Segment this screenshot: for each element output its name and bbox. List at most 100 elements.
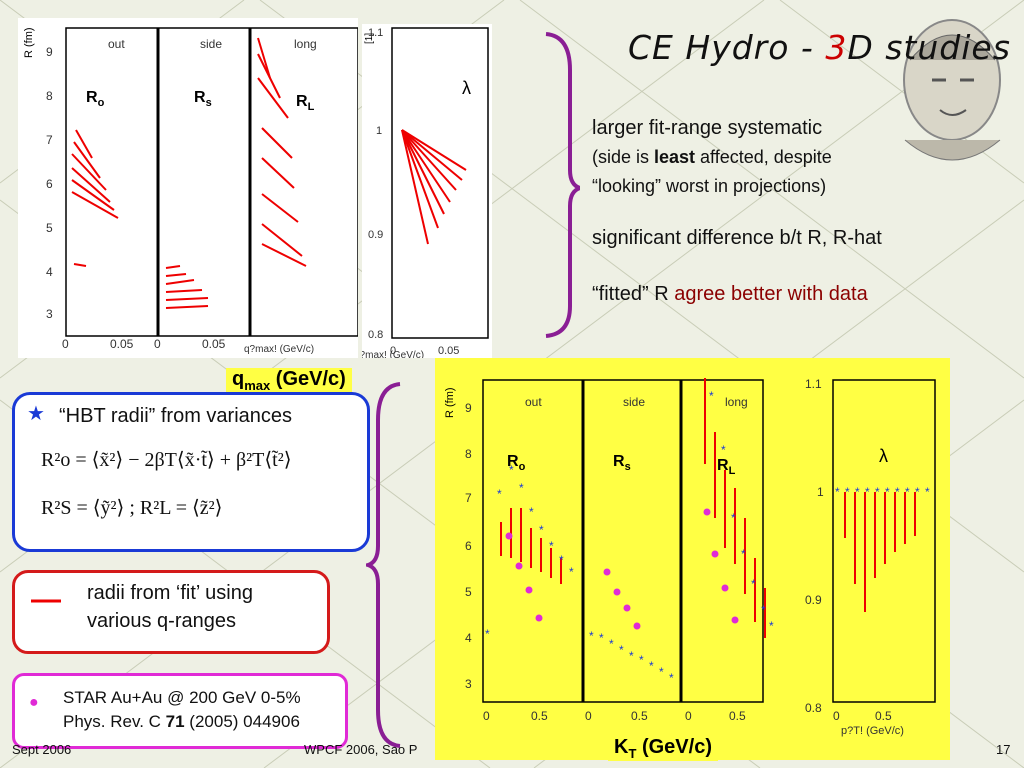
star-reference-text: STAR Au+Au @ 200 GeV 0-5% Phys. Rev. C 7… <box>63 688 301 731</box>
label-Rs: Rs <box>194 89 212 109</box>
svg-text:*: * <box>519 481 524 495</box>
label-RL: RL <box>296 93 315 113</box>
b-label-Rs: Rs <box>613 453 631 473</box>
x-tick-05b: 0.05 <box>202 337 226 351</box>
tick-9: 9 <box>46 45 53 59</box>
equation-ro: R²o = ⟨x̃²⟩ − 2βT⟨x̃·t̃⟩ + β²T⟨t̃²⟩ <box>41 449 292 471</box>
b-lambda-tick-11: 1.1 <box>805 377 822 391</box>
svg-text:*: * <box>539 523 544 537</box>
lambda-tick-11: 1.1 <box>368 27 383 39</box>
text-line-3: “looking” worst in projections) <box>592 176 827 196</box>
b-tick-5: 5 <box>465 585 472 599</box>
svg-text:*: * <box>629 649 634 663</box>
footer-page-number: 17 <box>996 742 1011 757</box>
svg-text:*: * <box>905 485 910 499</box>
b-x-tick-05a: 0.5 <box>531 709 548 723</box>
b-lambda-x-05: 0.5 <box>875 709 892 723</box>
footer-conference: WPCF 2006, Sao P <box>304 742 418 757</box>
b-x-tick-05b: 0.5 <box>631 709 648 723</box>
x-tick-05a: 0.05 <box>110 337 134 351</box>
svg-text:*: * <box>915 485 920 499</box>
svg-text:*: * <box>609 637 614 651</box>
equation-rs-rl: R²S = ⟨ỹ²⟩ ; R²L = ⟨z̃²⟩ <box>41 497 223 519</box>
b-label-RL: RL <box>717 457 736 477</box>
b-label-Ro: Ro <box>507 453 526 473</box>
x-caption: q?max! (GeV/c) <box>244 344 314 355</box>
panel-label-long: long <box>294 37 317 51</box>
lambda-symbol: λ <box>462 78 471 98</box>
svg-text:*: * <box>669 671 674 685</box>
panel-label-out: out <box>108 37 125 51</box>
b-lambda-x-0: 0 <box>833 709 840 723</box>
fit-radii-text: radii from ‘fit’ using various q-ranges <box>87 582 253 632</box>
kt-axis-label: KT (GeV/c) <box>608 736 718 761</box>
svg-text:*: * <box>721 443 726 457</box>
red-dash-icon: — <box>31 583 61 616</box>
text-line-2: (side is least affected, despite <box>592 147 832 167</box>
star-icon: ★ <box>27 403 45 425</box>
qmax-axis-label: qmax (GeV/c) <box>226 368 352 393</box>
b-lambda-x-caption: p?T! (GeV/c) <box>841 725 904 737</box>
svg-text:*: * <box>659 665 664 679</box>
lambda-x-tick-05: 0.05 <box>438 345 459 357</box>
hbt-heading: “HBT radii” from variances <box>59 405 293 427</box>
svg-text:*: * <box>761 603 766 617</box>
label-Ro: Ro <box>86 89 105 109</box>
b-tick-7: 7 <box>465 491 472 505</box>
top-radii-svg: 9 8 7 6 5 4 3 out side long 0 0.05 0 0.0… <box>23 27 359 355</box>
tick-4: 4 <box>46 265 53 279</box>
right-brace <box>545 32 580 338</box>
star-reference-box: ● STAR Au+Au @ 200 GeV 0-5% Phys. Rev. C… <box>12 673 348 749</box>
b-panel-long: long <box>725 395 748 409</box>
bottom-radii-plot: 9 8 7 6 5 4 3 out side long 0 0.5 0 0.5 … <box>435 358 950 760</box>
svg-text:*: * <box>875 485 880 499</box>
top-lambda-svg: 1.1 1 0.9 0.8 0 0.05 q?max! (GeV/c) λ [1… <box>354 27 489 361</box>
fit-radii-box: — radii from ‘fit’ using various q-range… <box>12 570 330 654</box>
svg-text:*: * <box>549 539 554 553</box>
b-lambda-symbol: λ <box>879 446 888 466</box>
b-x-tick-0c: 0 <box>685 709 692 723</box>
x-tick-0a: 0 <box>62 337 69 351</box>
svg-text:*: * <box>769 619 774 633</box>
lambda-x-tick-0: 0 <box>390 345 396 357</box>
hbt-definition-box: ★ “HBT radii” from variances R²o = ⟨x̃²⟩… <box>12 392 370 552</box>
lambda-x-caption: q?max! (GeV/c) <box>362 350 424 358</box>
svg-text:*: * <box>485 627 490 641</box>
svg-text:*: * <box>835 485 840 499</box>
magenta-dot-icon: ● <box>29 694 39 711</box>
lambda-tick-09: 0.9 <box>368 229 383 241</box>
b-tick-8: 8 <box>465 447 472 461</box>
lambda-tick-08: 0.8 <box>368 329 383 341</box>
svg-text:*: * <box>895 485 900 499</box>
x-tick-0b: 0 <box>154 337 161 351</box>
svg-text:*: * <box>559 553 564 567</box>
svg-text:*: * <box>639 653 644 667</box>
top-lambda-plot: 1.1 1 0.9 0.8 0 0.05 q?max! (GeV/c) λ [1… <box>354 24 492 361</box>
b-lambda-tick-08: 0.8 <box>805 701 822 715</box>
svg-text:*: * <box>529 505 534 519</box>
b-lambda-tick-1: 1 <box>817 485 824 499</box>
svg-text:*: * <box>865 485 870 499</box>
slide-title: CE Hydro - 3D studies <box>628 28 1011 67</box>
b-tick-4: 4 <box>465 631 472 645</box>
svg-text:*: * <box>589 629 594 643</box>
lambda-axis-unit: [1] <box>364 33 375 44</box>
b-y-axis-label: R (fm) <box>444 387 456 418</box>
b-tick-9: 9 <box>465 401 472 415</box>
portrait-image <box>903 19 1001 161</box>
tick-7: 7 <box>46 133 53 147</box>
b-panel-out: out <box>525 395 542 409</box>
footer-date: Sept 2006 <box>12 742 72 757</box>
svg-text:*: * <box>741 547 746 561</box>
svg-text:*: * <box>885 485 890 499</box>
b-x-tick-0b: 0 <box>585 709 592 723</box>
left-brace <box>366 382 401 748</box>
b-x-tick-05c: 0.5 <box>729 709 746 723</box>
text-line-5: “fitted” R agree better with data <box>592 283 868 305</box>
b-tick-6: 6 <box>465 539 472 553</box>
svg-text:*: * <box>509 463 514 477</box>
b-lambda-tick-09: 0.9 <box>805 593 822 607</box>
b-panel-side: side <box>623 395 645 409</box>
lambda-tick-1: 1 <box>376 125 382 137</box>
tick-5: 5 <box>46 221 53 235</box>
